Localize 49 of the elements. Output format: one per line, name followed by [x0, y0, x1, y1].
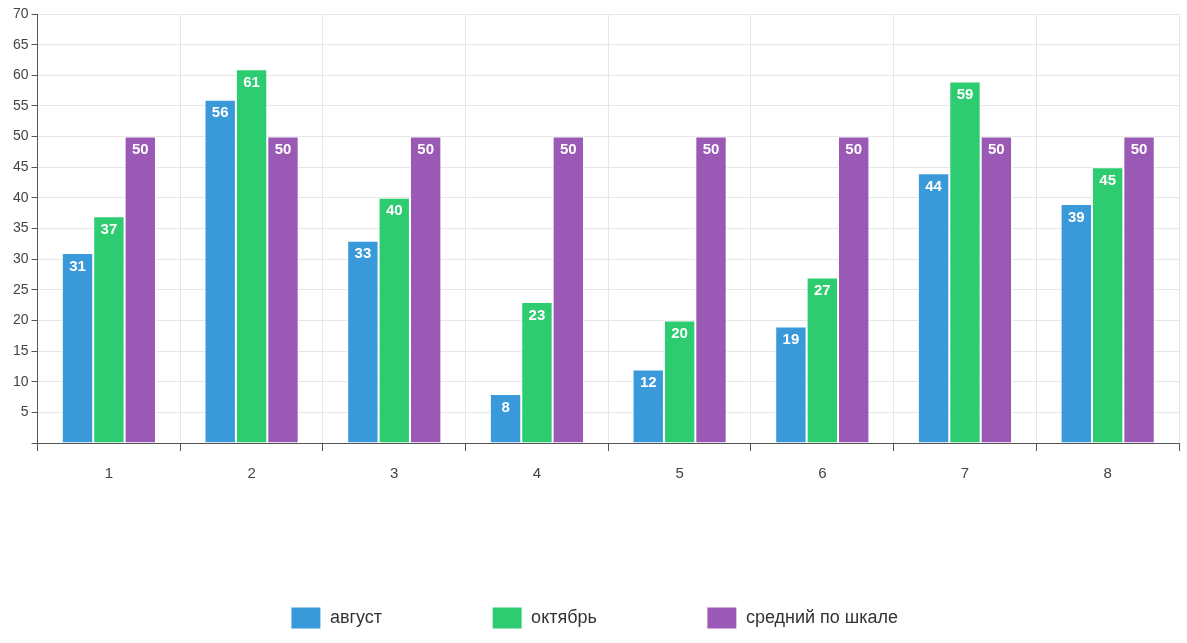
- y-tick-label: 45: [12, 158, 29, 175]
- data-label: 19: [782, 330, 800, 348]
- data-label: 61: [243, 72, 260, 90]
- x-tick-label: 5: [675, 464, 684, 482]
- x-tick-label: 6: [818, 464, 827, 482]
- x-tick-label: 1: [104, 464, 114, 482]
- data-label: 50: [559, 140, 577, 158]
- x-tick-label: 3: [390, 464, 399, 482]
- data-label: 45: [1099, 170, 1116, 188]
- data-label: 50: [988, 140, 1005, 158]
- data-label: 59: [956, 85, 974, 103]
- data-label: 50: [274, 140, 292, 158]
- y-tick-label: 20: [12, 311, 29, 328]
- y-tick-label: 35: [12, 219, 29, 236]
- y-tick-label: 15: [12, 341, 29, 358]
- legend-label: август: [329, 606, 383, 627]
- data-label: 50: [702, 140, 720, 158]
- y-tick-label: 5: [20, 403, 29, 420]
- data-label: 50: [1130, 140, 1148, 158]
- x-tick-label: 2: [247, 464, 256, 482]
- y-tick-label: 65: [12, 35, 29, 52]
- y-tick-label: 25: [12, 280, 29, 297]
- legend-label: средний по шкале: [745, 606, 899, 627]
- y-tick-label: 60: [12, 66, 29, 83]
- legend-label: октябрь: [531, 606, 597, 627]
- x-tick-label: 8: [1103, 464, 1112, 482]
- y-tick-label: 50: [12, 127, 29, 144]
- data-label: 50: [845, 140, 863, 158]
- data-label: 31: [69, 256, 86, 274]
- data-label: 8: [501, 397, 510, 415]
- x-tick-label: 7: [960, 464, 970, 482]
- y-tick-label: 55: [12, 96, 29, 113]
- y-tick-label: 30: [12, 250, 29, 266]
- data-label: 37: [100, 219, 118, 237]
- data-label: 12: [639, 373, 657, 391]
- data-label: 23: [528, 305, 546, 323]
- data-label: 33: [354, 244, 372, 262]
- data-label: 50: [417, 140, 434, 158]
- data-label: 39: [1067, 207, 1085, 225]
- y-tick-label: 70: [12, 4, 29, 21]
- data-label: 44: [925, 176, 943, 194]
- y-tick-label: 40: [12, 188, 29, 205]
- data-label: 50: [131, 140, 149, 158]
- data-label: 20: [671, 324, 688, 342]
- x-tick-label: 4: [532, 464, 542, 482]
- data-label: 56: [211, 103, 229, 121]
- y-tick-label: 10: [12, 372, 29, 389]
- data-label: 40: [385, 201, 403, 219]
- data-label: 27: [813, 281, 831, 299]
